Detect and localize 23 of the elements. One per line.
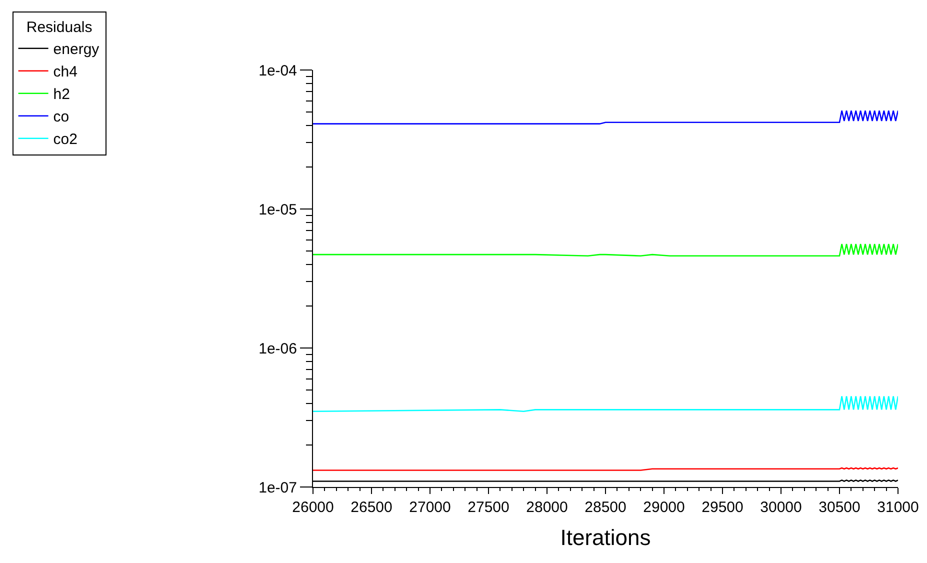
x-tick-label: 30000 xyxy=(760,499,802,516)
x-tick-label: 29000 xyxy=(643,499,685,516)
y-tick-label: 1e-06 xyxy=(258,340,297,358)
y-tick-label: 1e-04 xyxy=(258,62,297,80)
legend-label: energy xyxy=(53,41,100,58)
legend-label: h2 xyxy=(53,86,70,104)
x-tick-label: 31000 xyxy=(877,499,919,516)
y-tick-label: 1e-07 xyxy=(258,479,297,496)
x-tick-label: 28500 xyxy=(584,499,626,516)
line-series xyxy=(313,110,898,124)
x-tick-label: 27500 xyxy=(468,499,510,516)
x-tick-label: 29500 xyxy=(702,499,744,516)
y-tick-label: 1e-05 xyxy=(258,201,297,218)
x-tick-label: 30500 xyxy=(818,499,860,516)
x-axis-title: Iterations xyxy=(560,524,651,550)
legend-title: Residuals xyxy=(26,19,92,36)
x-tick-label: 26500 xyxy=(350,499,392,516)
x-tick-label: 27000 xyxy=(409,499,451,516)
legend-label: ch4 xyxy=(53,64,78,81)
x-tick-label: 26000 xyxy=(292,499,334,516)
legend-label: co2 xyxy=(53,131,78,148)
legend-label: co xyxy=(53,108,70,126)
x-tick-label: 28000 xyxy=(526,499,568,516)
